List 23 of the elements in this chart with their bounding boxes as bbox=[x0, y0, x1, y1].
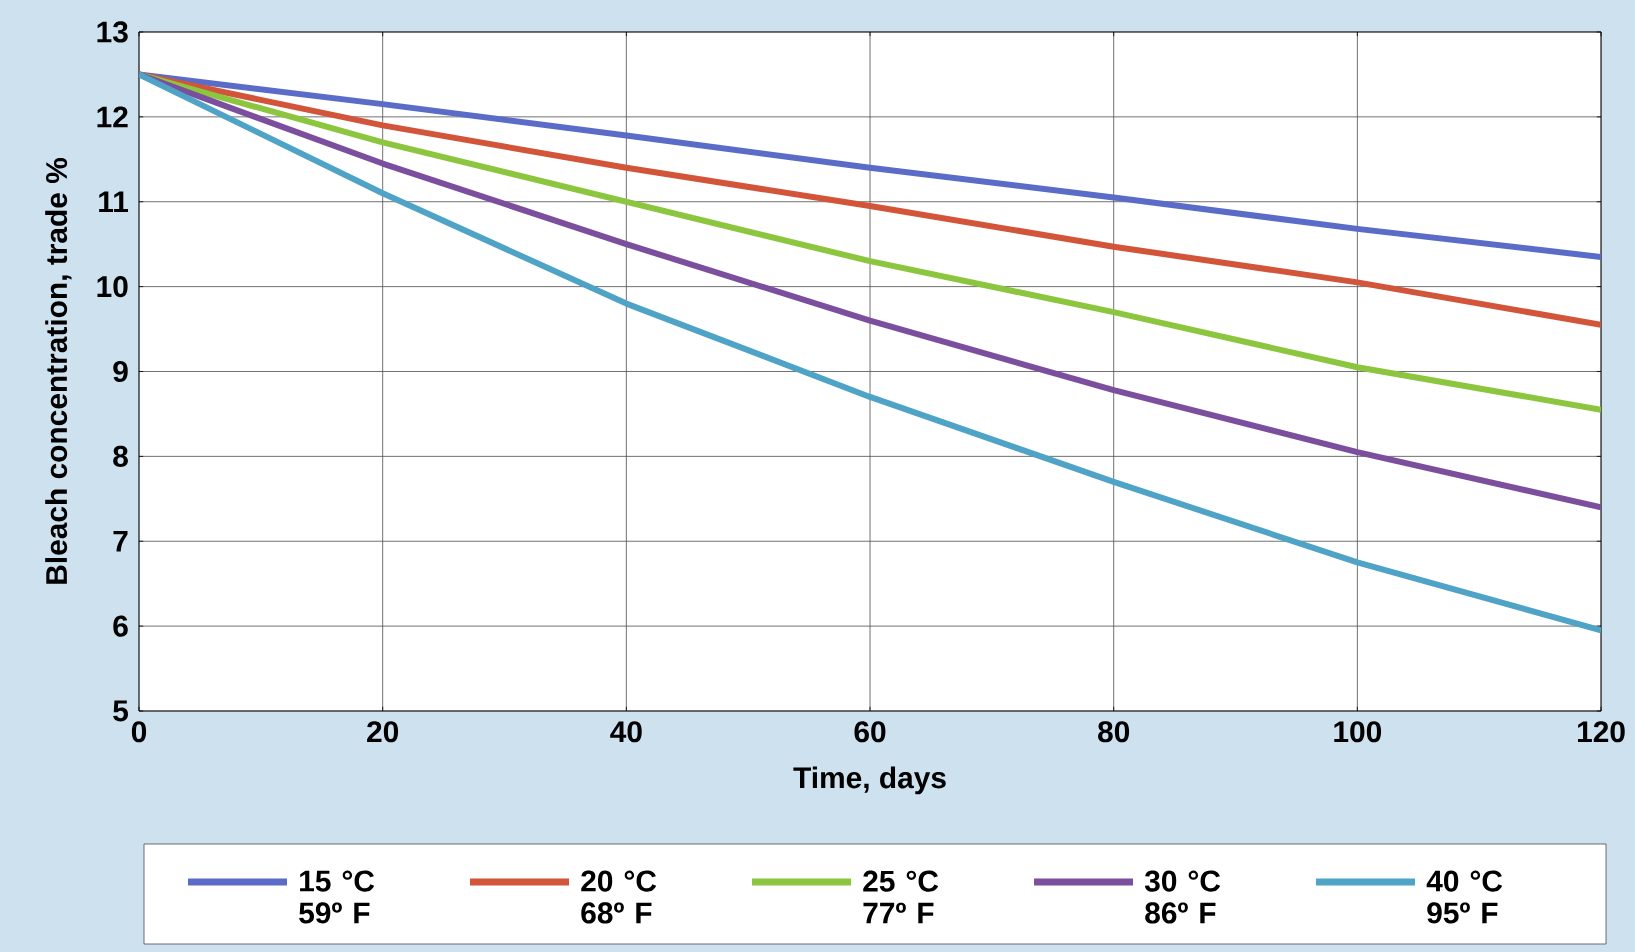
x-tick-label: 80 bbox=[1098, 721, 1130, 743]
y-tick-label: 12 bbox=[97, 106, 128, 128]
y-tick-label: 9 bbox=[113, 360, 128, 383]
legend-label: 30 °C 86º F bbox=[1144, 870, 1221, 924]
y-tick-label: 11 bbox=[99, 191, 129, 213]
x-tick-label: 60 bbox=[854, 721, 886, 743]
y-axis-title: Bleach concentration, trade % bbox=[45, 158, 72, 584]
x-axis-title: Time, days bbox=[793, 766, 946, 795]
x-tick-label: 20 bbox=[367, 721, 399, 743]
y-tick-label: 6 bbox=[113, 615, 128, 637]
x-tick-label: 40 bbox=[610, 721, 642, 743]
y-tick-label: 7 bbox=[113, 530, 128, 552]
y-tick-label: 13 bbox=[97, 21, 128, 43]
legend-label: 20 °C 68º F bbox=[581, 870, 657, 924]
x-tick-label: 120 bbox=[1577, 721, 1625, 743]
legend-label: 15 °C 59º F bbox=[299, 870, 375, 924]
x-tick-label: 0 bbox=[131, 721, 147, 743]
y-tick-label: 10 bbox=[97, 276, 128, 298]
x-tick-label: 100 bbox=[1334, 721, 1382, 743]
y-tick-label: 5 bbox=[113, 700, 129, 722]
legend-label: 25 °C 77º F bbox=[863, 870, 939, 924]
legend-label: 40 °C 95º F bbox=[1426, 870, 1503, 924]
y-tick-label: 8 bbox=[113, 445, 128, 467]
